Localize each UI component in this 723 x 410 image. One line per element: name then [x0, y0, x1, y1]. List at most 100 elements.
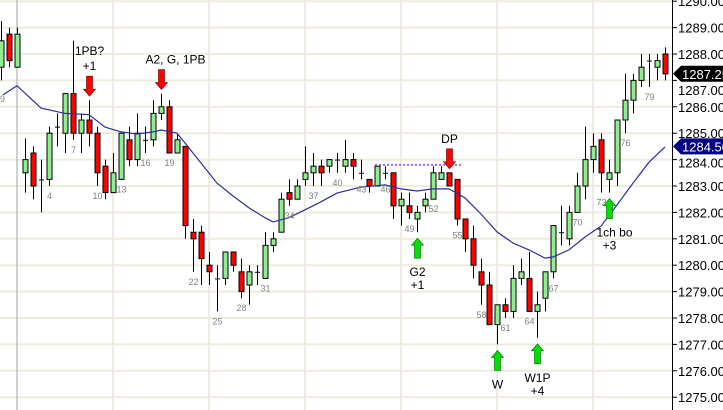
candle-bar-21 — [182, 145, 189, 239]
candle-body-down — [470, 238, 477, 266]
candle-bar-55 — [454, 178, 461, 226]
bar-number-label: 49 — [404, 224, 414, 234]
annotation-label: +1 — [411, 278, 425, 292]
candle-body-down — [526, 277, 533, 312]
moving-average — [2, 84, 666, 259]
bar-number-label: 55 — [452, 231, 462, 241]
arrow-down-icon — [154, 69, 169, 91]
bar-number-label: 10 — [92, 191, 102, 201]
candle-bar-76 — [622, 73, 629, 134]
candle-bar-26 — [222, 251, 229, 285]
candle-bar-74 — [606, 159, 613, 193]
candle-body-up — [158, 106, 165, 114]
candle-bar-8 — [78, 113, 85, 153]
candle-bar-20 — [174, 133, 181, 154]
grid — [0, 0, 672, 410]
candle-body-down — [502, 304, 509, 312]
candle-bar-6 — [62, 93, 69, 153]
candle-bar-53 — [438, 166, 445, 180]
bar-number-label: 4 — [47, 191, 52, 201]
arrow-up-icon — [410, 237, 425, 259]
candle-bar-68 — [559, 205, 564, 246]
candle-body-up — [246, 271, 253, 286]
candle-bar-30 — [255, 265, 260, 285]
candle-body-down — [446, 172, 453, 187]
annotation-label: 1PB? — [75, 44, 105, 58]
candle-bar-70 — [574, 172, 581, 213]
candle-body-down — [6, 33, 13, 62]
annotation: W — [490, 349, 505, 391]
candle-bar-49 — [406, 192, 413, 219]
candle-body-up — [622, 99, 629, 121]
candle-body-down — [190, 231, 197, 240]
candle-bar-13 — [118, 132, 125, 180]
candle-bar-69 — [566, 205, 573, 246]
arrow-down-icon — [82, 75, 97, 97]
bar-number-label: 37 — [308, 191, 318, 201]
y-tick-label: 1288.00 — [678, 47, 723, 62]
candle-body-up — [302, 172, 309, 180]
candle-bar-43 — [359, 159, 364, 180]
bar-number-label: 25 — [212, 316, 222, 326]
candle-body-up — [262, 244, 269, 279]
candle-bar-46 — [383, 166, 388, 180]
candle-body-up — [654, 60, 661, 68]
candle-body-up — [606, 172, 613, 180]
annotation: 1PB?+1 — [75, 44, 105, 97]
candle-body-down — [206, 264, 213, 273]
candle-body-down — [462, 218, 469, 240]
candle-bar-18 — [158, 93, 165, 120]
candle-bar-48 — [398, 192, 405, 226]
candle-bar-80 — [654, 54, 661, 81]
bar-number-labels: 9 4 7 10 13 16 19 22 25 28 31 34 37 40 43 46 49 52 55 58 61 6… — [0, 92, 655, 333]
candle-bar-61 — [502, 298, 509, 318]
candle-bar-9 — [86, 100, 93, 147]
candle-bar-63 — [518, 258, 525, 285]
bar-number-label: 13 — [116, 184, 126, 194]
candle-body-up — [222, 251, 229, 279]
candle-body-down — [366, 178, 373, 187]
bar-number-label: 70 — [572, 217, 582, 227]
bar-number-label: 67 — [548, 283, 558, 293]
candle-body-up — [270, 238, 277, 246]
moving-average-line — [2, 84, 666, 259]
candle-bar-16 — [143, 126, 148, 153]
candle-bar-52 — [430, 166, 437, 200]
bar-number-label: 52 — [428, 204, 438, 214]
candle-body-down — [406, 205, 413, 213]
candle-bar-54 — [446, 172, 453, 187]
moving-average-tag-text: 1284.50 — [682, 139, 723, 154]
candle-body-up — [0, 40, 5, 68]
candle-bar-56 — [462, 218, 469, 252]
y-tick-label: 1283.00 — [678, 179, 723, 194]
candle-bar-41 — [342, 139, 349, 173]
y-tick-label: 1275.00 — [678, 390, 723, 405]
candle-bar-2 — [30, 146, 37, 200]
bar-number-label: 28 — [236, 303, 246, 313]
candle-body-up — [310, 165, 317, 174]
candle-bar-22 — [190, 219, 197, 272]
candle-body-down — [454, 178, 461, 220]
candle-bar-38 — [318, 159, 325, 186]
candle-bar-35 — [294, 179, 301, 200]
last-price-tag-bg — [673, 65, 723, 82]
bar-number-label: 43 — [356, 184, 366, 194]
bar-number-label: 58 — [476, 310, 486, 320]
y-tick-label: 1281.00 — [678, 232, 723, 247]
candle-bar-37 — [310, 153, 317, 186]
candle-body-down — [182, 145, 189, 227]
bar-number-label: 34 — [284, 211, 294, 221]
candle-bar-33 — [278, 192, 285, 233]
price-axis[interactable]: 1287.25 1284.50 1275.00 1276.00 1277.00 1278.… — [672, 0, 723, 410]
candle-body-up — [134, 132, 141, 161]
candle-bar-40 — [335, 153, 340, 173]
candle-bar-65 — [534, 291, 541, 338]
candle-body-up — [574, 185, 581, 213]
candle-body-up — [566, 211, 573, 240]
candle-body-down — [286, 192, 293, 200]
y-tick-label: 1279.00 — [678, 285, 723, 300]
candle-body-up — [326, 159, 333, 167]
candle-bar-50 — [414, 205, 421, 233]
candle-body-down — [30, 152, 37, 187]
